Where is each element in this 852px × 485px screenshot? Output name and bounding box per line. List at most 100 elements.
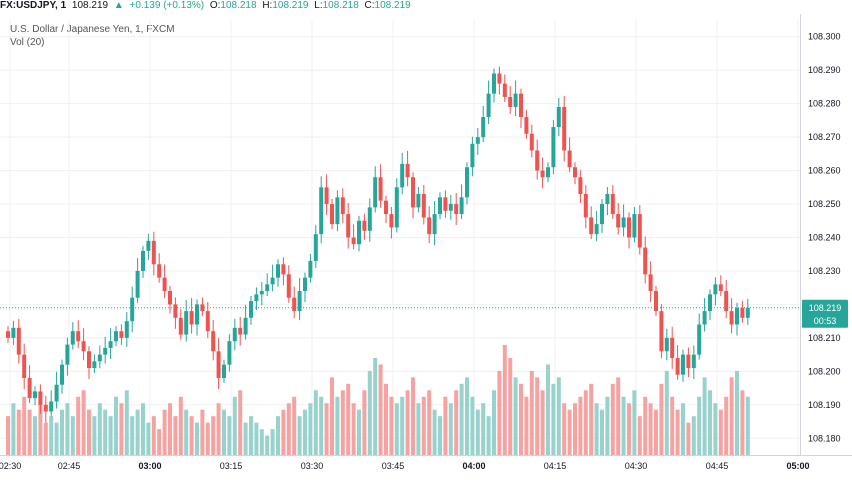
candle-down — [178, 317, 183, 335]
candle-down — [540, 170, 545, 178]
low-value: 108.218 — [322, 0, 359, 11]
candle-down — [346, 214, 351, 238]
candle-up — [708, 294, 712, 312]
candle-up — [551, 127, 556, 168]
volume-bar — [22, 396, 27, 455]
volume-bar — [443, 396, 448, 455]
candle-down — [238, 327, 243, 335]
time-axis[interactable]: 02:30 02:45 03:00 03:15 03:30 03:45 04:00 04:15… — [0, 461, 852, 471]
candle-down — [648, 274, 653, 292]
candle-up — [475, 137, 480, 144]
volume-bar — [65, 403, 70, 455]
volume-bar — [124, 390, 129, 455]
candle-down — [529, 133, 534, 151]
volume-bar — [276, 416, 280, 455]
volume-bar — [691, 416, 696, 455]
volume-bar — [654, 409, 658, 455]
volume-bar — [459, 383, 464, 455]
candlesticks — [6, 66, 750, 423]
chart-header: FX:USDJPY, 1 108.219 ▲ +0.139 (+0.13%) O… — [0, 0, 852, 14]
volume-bar — [400, 396, 405, 455]
volume-bar — [97, 403, 102, 455]
current-price-value: 108.219 — [809, 303, 842, 313]
volume-bar — [508, 357, 513, 455]
candle-up — [373, 177, 378, 208]
volume-bar — [475, 409, 480, 455]
candle-down — [578, 177, 583, 194]
volume-bar — [308, 403, 313, 455]
volume-bar — [216, 403, 221, 455]
candle-down — [502, 83, 507, 97]
candle-up — [313, 234, 318, 261]
volume-bar — [432, 409, 437, 455]
volume-bar — [238, 390, 243, 455]
volume-bar — [222, 409, 226, 455]
change-up-icon: ▲ — [113, 0, 124, 11]
volume-bar — [681, 403, 685, 455]
volume-bar — [362, 390, 367, 455]
candle-down — [330, 204, 334, 225]
volume-bar — [551, 383, 556, 455]
volume-bar — [724, 396, 729, 455]
candle-up — [697, 324, 702, 355]
price-tick-label: 108.300 — [808, 32, 841, 42]
candle-down — [27, 378, 32, 399]
symbol-label[interactable]: FX:USDJPY, 1 — [0, 0, 67, 11]
volume-bar — [357, 409, 361, 455]
volume-bar — [540, 390, 545, 455]
candle-up — [486, 93, 491, 118]
candle-up — [438, 197, 442, 215]
price-axis[interactable]: 108.180108.190108.200108.210108.220108.2… — [808, 32, 841, 444]
volume-bar — [259, 429, 264, 455]
volume-bar — [481, 403, 486, 455]
volume-bar — [394, 403, 399, 455]
volume-bar — [178, 396, 183, 455]
volume-bar — [600, 409, 604, 455]
candle-up — [254, 294, 259, 302]
volume-bar — [27, 409, 32, 455]
volume-bar — [573, 403, 577, 455]
candle-down — [508, 96, 513, 107]
candle-up — [481, 117, 486, 138]
candle-up — [735, 307, 739, 325]
candle-down — [443, 197, 448, 211]
candle-down — [405, 163, 410, 178]
candle-up — [222, 364, 226, 379]
time-tick-label: 02:30 — [0, 461, 21, 471]
candle-down — [351, 237, 356, 245]
volume-bar — [6, 416, 10, 455]
volume-bar — [114, 396, 118, 455]
candle-up — [184, 311, 189, 335]
candle-up — [357, 220, 361, 245]
candle-down — [659, 311, 664, 352]
volume-bar — [54, 422, 59, 455]
volume-bar — [38, 403, 43, 455]
candle-down — [573, 167, 577, 178]
volume-bar — [492, 390, 496, 455]
candle-up — [130, 297, 135, 322]
candle-up — [249, 301, 253, 318]
volume-bar — [411, 377, 415, 455]
volume-bar — [610, 383, 615, 455]
volume-bar — [556, 377, 561, 455]
volume-bar — [200, 409, 205, 455]
volume-bar — [497, 370, 502, 455]
candle-down — [724, 291, 729, 312]
volume-bar — [76, 396, 81, 455]
candle-down — [616, 214, 621, 228]
volume-bar — [330, 377, 334, 455]
volume-bar — [205, 422, 210, 455]
time-tick-label: 04:45 — [706, 461, 729, 471]
candle-up — [114, 331, 118, 342]
candle-up — [394, 187, 399, 228]
volume-indicator-label[interactable]: Vol (20) — [10, 37, 45, 48]
volume-bar — [546, 364, 550, 455]
volume-bar — [33, 416, 37, 455]
candle-up — [243, 317, 248, 335]
volume-bar — [157, 429, 162, 455]
volume-bar — [286, 403, 291, 455]
candle-up — [621, 217, 626, 228]
candle-up — [465, 167, 469, 198]
candle-down — [362, 220, 367, 231]
